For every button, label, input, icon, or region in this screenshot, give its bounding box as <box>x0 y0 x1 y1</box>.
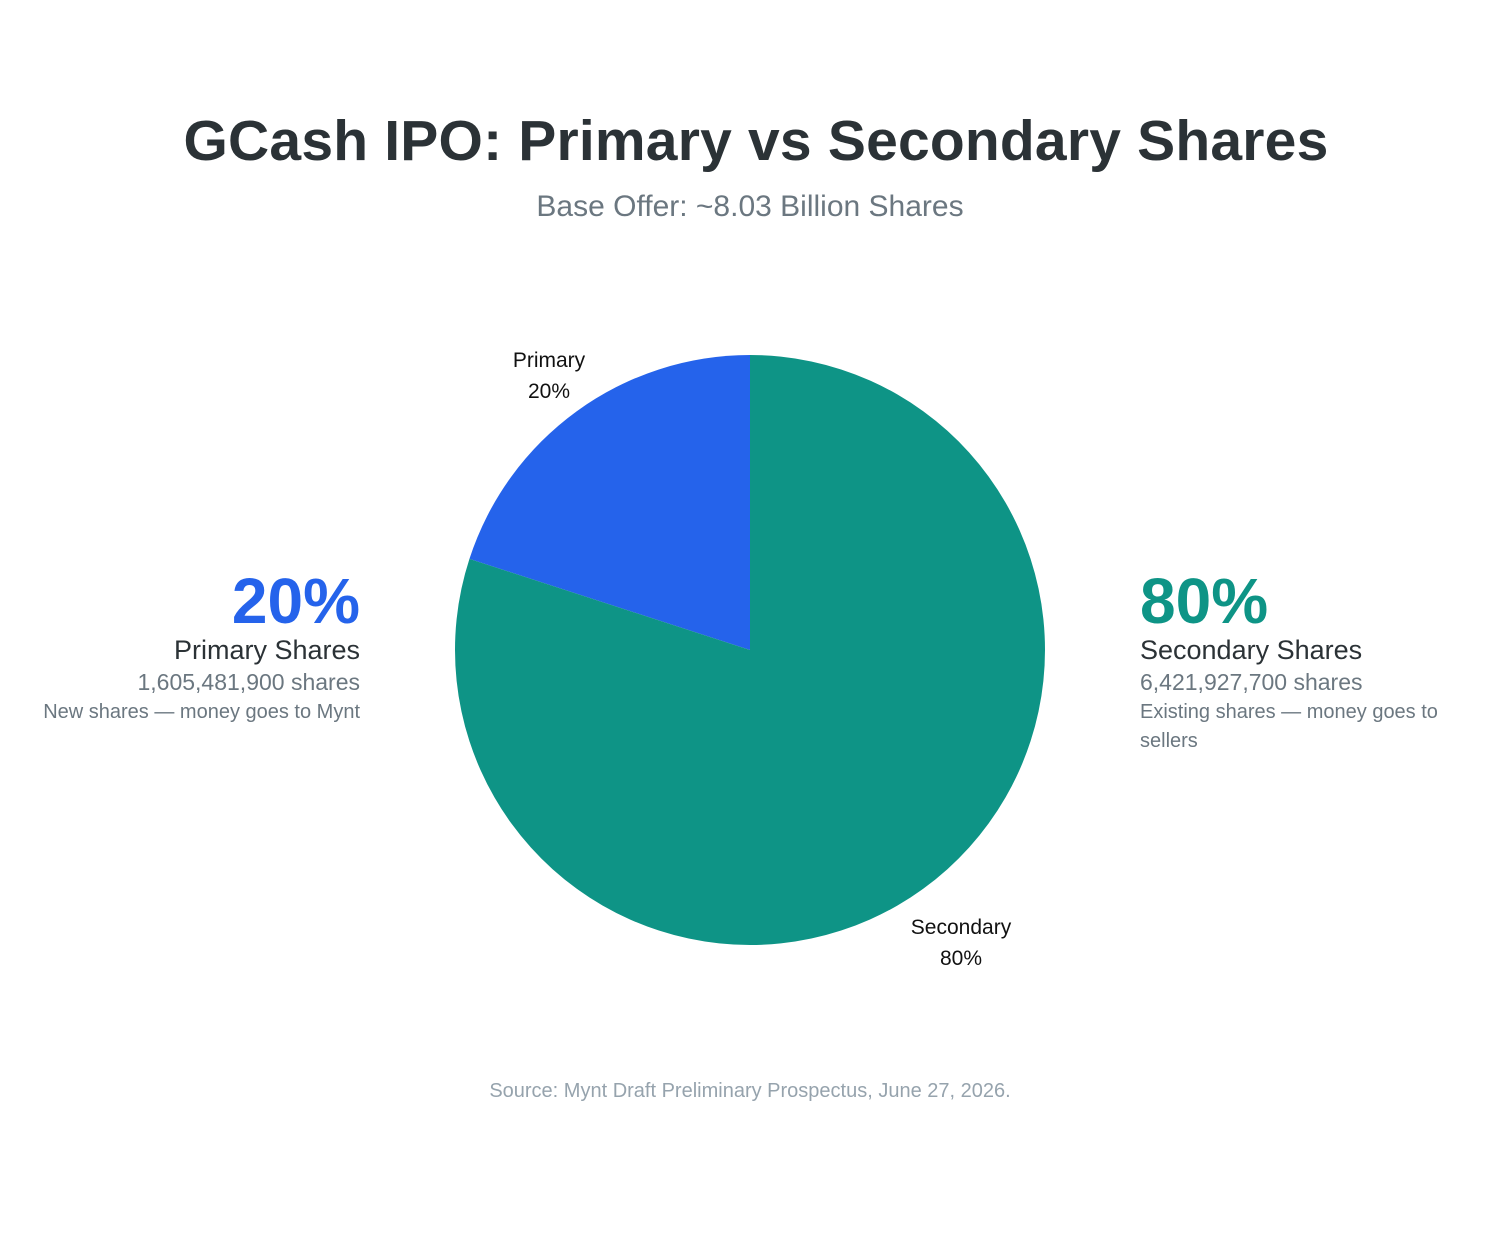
pie-slice-primary <box>469 355 750 650</box>
chart-subtitle: Base Offer: ~8.03 Billion Shares <box>536 190 964 223</box>
slice-percent-secondary: 80% <box>940 947 982 970</box>
slice-label-primary: Primary <box>513 349 586 372</box>
primary-callout: 20% Primary Shares 1,605,481,900 shares … <box>20 568 360 727</box>
primary-name: Primary Shares <box>173 635 360 665</box>
primary-percent: 20% <box>231 565 360 637</box>
pie-slice-secondary <box>455 355 1046 945</box>
secondary-name: Secondary Shares <box>1140 635 1363 665</box>
source-note: Source: Mynt Draft Preliminary Prospectu… <box>489 1080 1011 1102</box>
secondary-percent: 80% <box>1140 565 1269 637</box>
secondary-description: Existing shares — money goes to sellers <box>1140 701 1438 752</box>
slice-percent-primary: 20% <box>528 380 570 403</box>
chart-title: GCash IPO: Primary vs Secondary Shares <box>183 109 1329 173</box>
primary-share-count: 1,605,481,900 shares <box>137 669 360 695</box>
secondary-callout: 80% Secondary Shares 6,421,927,700 share… <box>1140 568 1490 756</box>
slice-label-secondary: Secondary <box>911 916 1012 939</box>
primary-description: New shares — money goes to Mynt <box>43 701 360 723</box>
secondary-share-count: 6,421,927,700 shares <box>1140 669 1363 695</box>
